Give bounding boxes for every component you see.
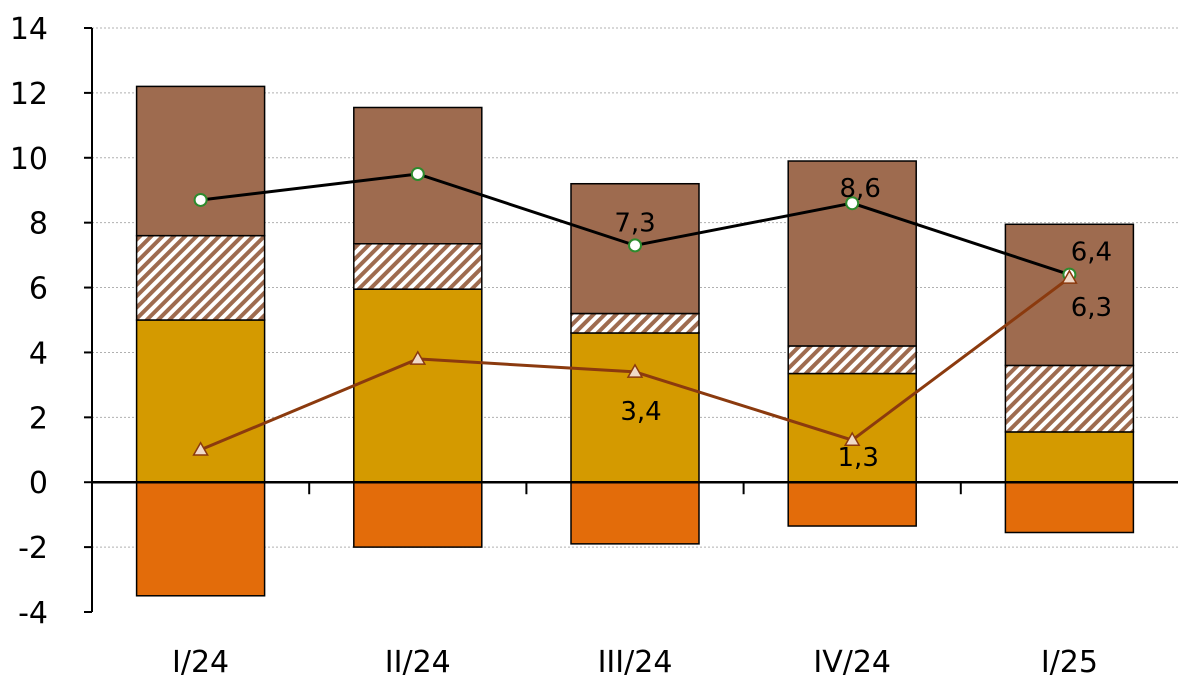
line-point	[626, 363, 644, 378]
data-label: 1,3	[838, 443, 879, 473]
data-label: 7,3	[614, 208, 655, 238]
bar-segment	[1004, 223, 1135, 367]
data-label: 3,4	[620, 397, 661, 427]
y-tick-label: 0	[29, 466, 48, 501]
bar-segment	[135, 234, 266, 321]
y-tick-label: 4	[29, 336, 48, 371]
bar-segment	[570, 481, 700, 545]
bar-segment	[1004, 431, 1135, 483]
bar-segment	[1004, 364, 1135, 433]
line-series	[192, 167, 1078, 456]
bar-segment	[1004, 481, 1135, 534]
line-point	[192, 441, 209, 456]
bar-segment	[570, 312, 700, 334]
x-tick-label: I/25	[1041, 645, 1098, 680]
x-tick-label: I/24	[172, 645, 229, 680]
labels: 7,3 8,6 6,4 3,4 1,3 6,3	[614, 174, 1112, 473]
bar-segment	[787, 345, 917, 375]
line-point	[845, 196, 860, 211]
y-tick-label: -4	[18, 596, 48, 631]
y-tick-label: 14	[10, 12, 48, 47]
line-point	[1061, 269, 1078, 284]
y-tick-label: 10	[10, 142, 48, 177]
bar-segment	[570, 332, 700, 483]
line-point	[409, 350, 427, 365]
y-tick-label: -2	[18, 531, 48, 566]
axes: -4 -2 0 2 4 6 8 10 12 14 I/24 II/24 III/24 IV/24 I/25	[10, 12, 1178, 680]
line-point	[843, 431, 861, 447]
data-label: 6,4	[1071, 238, 1112, 268]
x-tick-label: III/24	[598, 645, 673, 680]
y-tick-label: 2	[29, 401, 48, 436]
bar-segment	[353, 481, 483, 548]
gridlines	[92, 27, 1178, 548]
data-label: 8,6	[840, 174, 881, 204]
bar-segment	[135, 319, 266, 483]
x-tick-label: IV/24	[813, 645, 891, 680]
line-point	[628, 238, 642, 253]
bar-segment	[787, 481, 917, 527]
bars	[135, 85, 1135, 597]
bar-segment	[353, 243, 483, 290]
bar-segment	[570, 182, 700, 315]
y-tick-label: 8	[29, 207, 48, 242]
bar-segment	[135, 85, 266, 237]
line-point	[410, 167, 425, 181]
bar-segment	[135, 481, 266, 597]
x-tick-label: II/24	[385, 645, 451, 680]
line-point	[193, 192, 208, 207]
y-tick-label: 12	[10, 77, 48, 112]
data-label: 6,3	[1071, 293, 1112, 323]
y-tick-label: 6	[29, 272, 48, 307]
bar-segment	[353, 288, 483, 483]
bar-segment	[787, 160, 917, 347]
